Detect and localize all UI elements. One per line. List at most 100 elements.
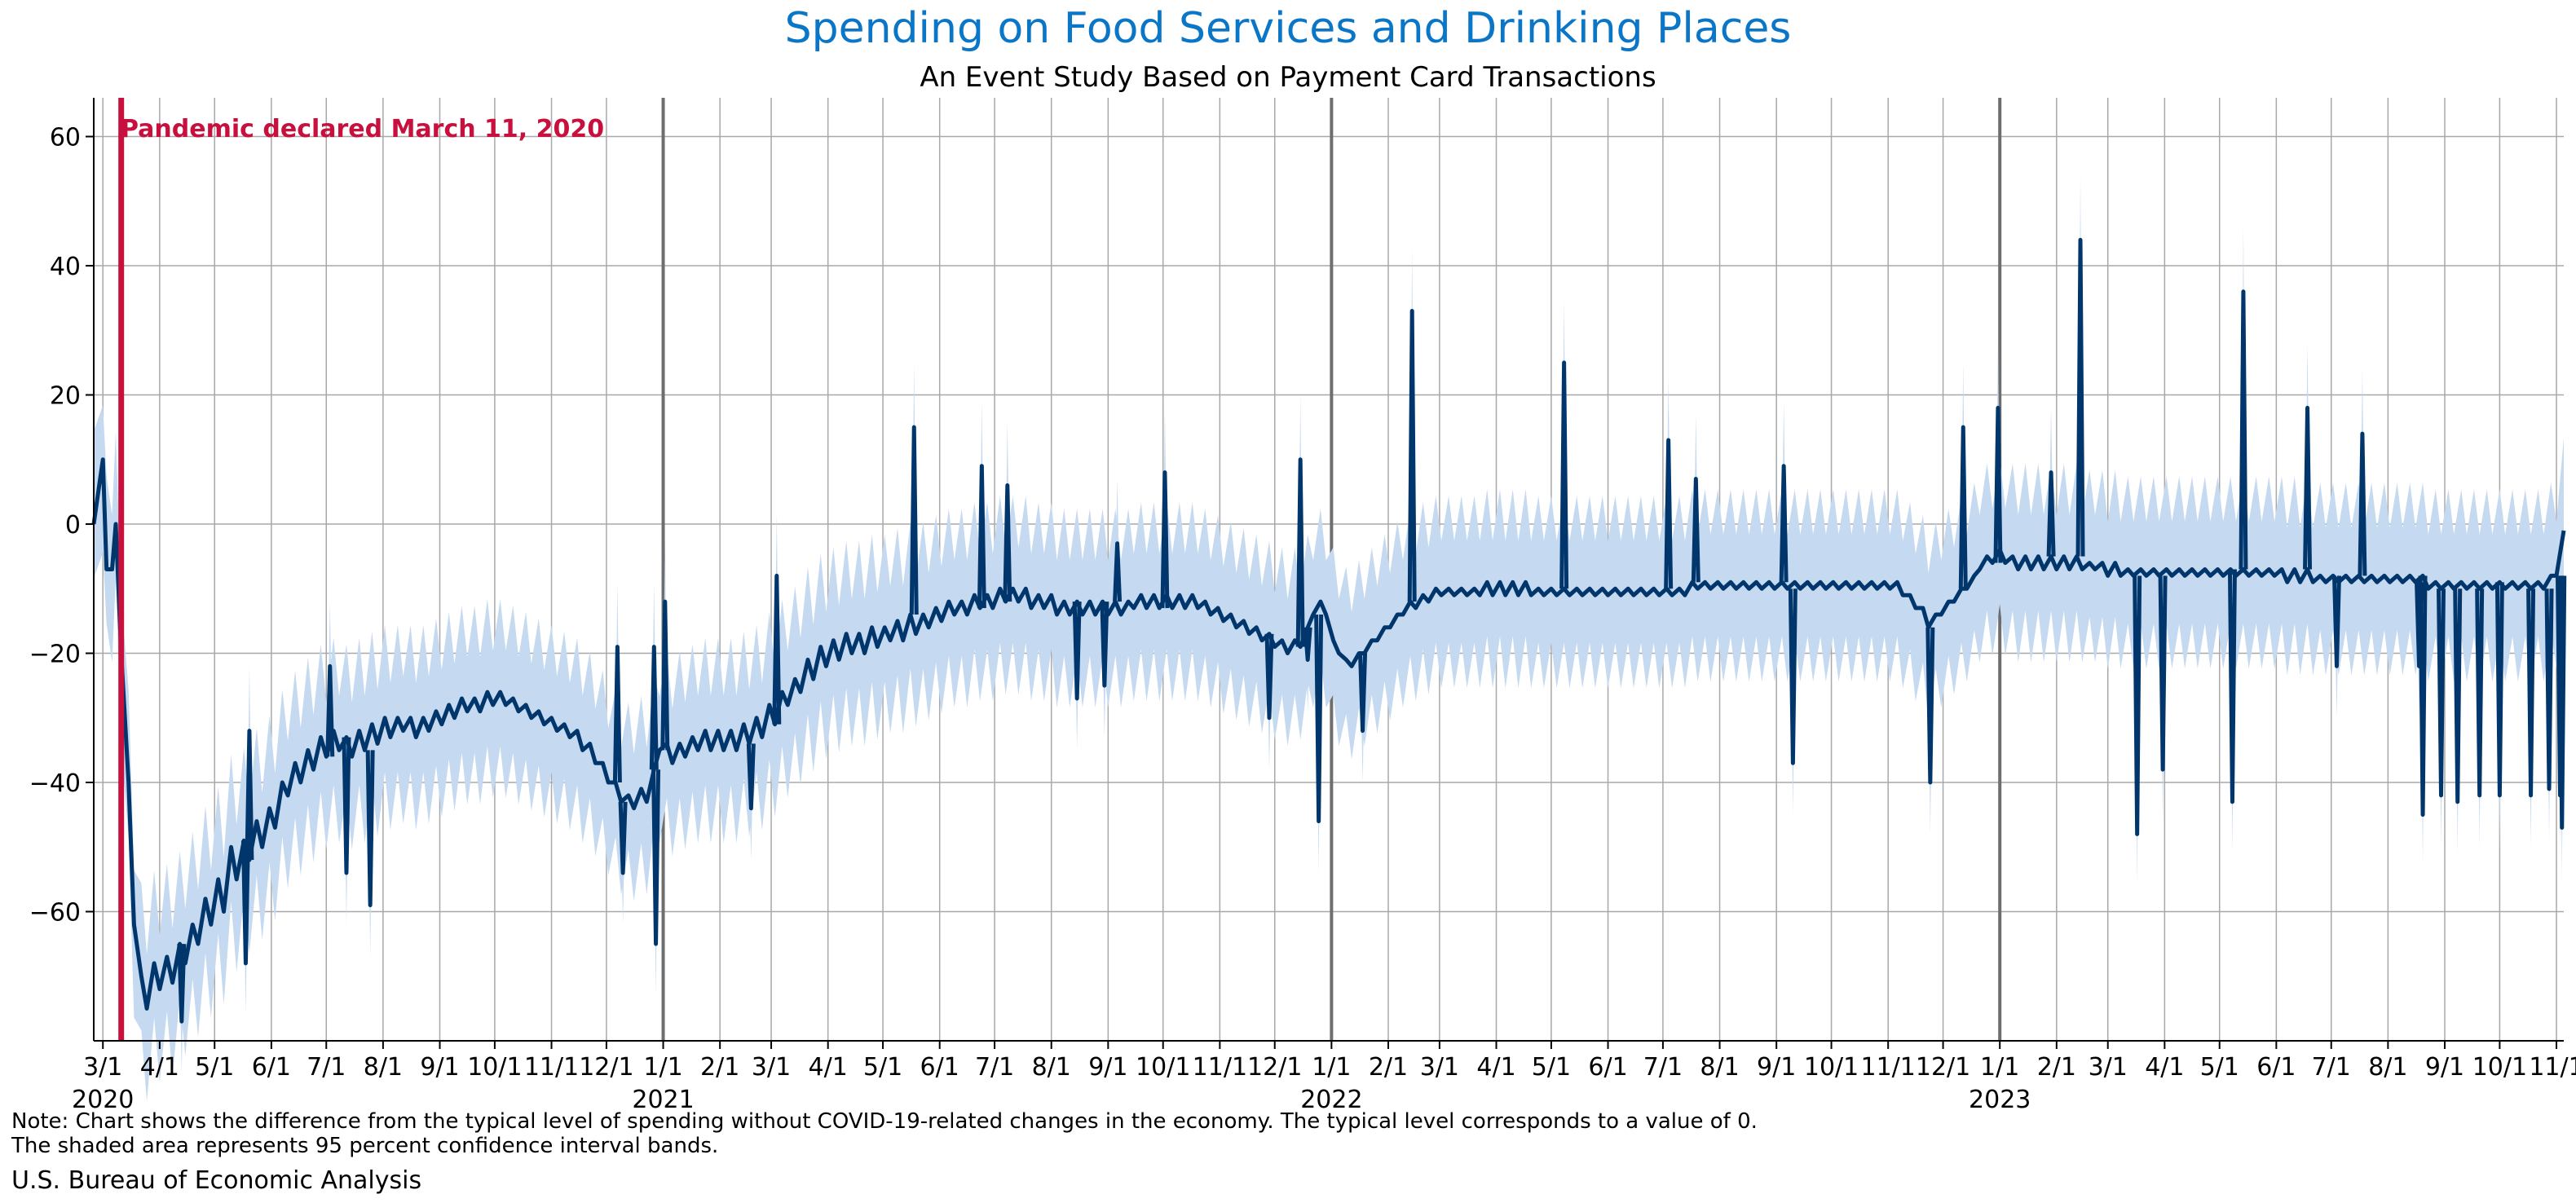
spike-mark	[2239, 289, 2248, 570]
x-tick-label: 10/1	[1136, 1053, 1190, 1082]
x-tick-label: 7/1	[2312, 1053, 2351, 1082]
x-tick-label: 1/1	[1980, 1053, 2019, 1082]
spike-mark	[2544, 588, 2554, 791]
x-tick-label: 4/1	[1476, 1053, 1515, 1082]
x-tick-label: 5/1	[1532, 1053, 1571, 1082]
spike-mark	[2158, 575, 2168, 772]
spike-mark	[1264, 633, 1274, 720]
x-tick-label: 11/1	[2529, 1053, 2576, 1082]
x-tick-label: 12/1	[1916, 1053, 1970, 1082]
x-tick-label: 5/1	[195, 1053, 234, 1082]
spike-mark	[772, 573, 782, 725]
spike-mark	[1160, 470, 1170, 609]
series-line	[91, 457, 2566, 1011]
spike-mark	[2418, 575, 2428, 817]
spike-mark	[1691, 477, 1700, 583]
spike-mark	[1100, 602, 1109, 688]
y-tick-label: 20	[50, 382, 81, 411]
spike-mark	[1993, 405, 2003, 563]
x-tick-label: 4/1	[2145, 1053, 2184, 1082]
spike-mark	[2358, 431, 2367, 576]
x-tick-label: 2/1	[2037, 1053, 2076, 1082]
spike-mark	[2303, 405, 2313, 570]
x-tick-label: 12/1	[579, 1053, 633, 1082]
spike-mark	[2227, 569, 2237, 804]
x-tick-label: 6/1	[920, 1053, 959, 1082]
x-tick-label: 3/1	[1420, 1053, 1459, 1082]
x-tick-label: 1/1	[643, 1053, 682, 1082]
y-tick-label: −40	[29, 769, 81, 798]
spike-mark	[2526, 588, 2536, 798]
x-tick-label: 3/1	[752, 1053, 791, 1082]
y-tick-label: 0	[65, 511, 81, 540]
spike-mark	[1072, 602, 1082, 701]
x-tick-label: 1/1	[1312, 1053, 1351, 1082]
x-tick-label: 10/1	[467, 1053, 522, 1082]
y-tick-label: −60	[29, 899, 81, 928]
spike-mark	[1664, 438, 1674, 589]
note-line-1: Note: Chart shows the difference from th…	[11, 1109, 1758, 1134]
x-tick-label: 7/1	[1643, 1053, 1683, 1082]
x-tick-label: 5/1	[2200, 1053, 2239, 1082]
y-tick-label: 60	[50, 124, 81, 152]
x-tick-label: 8/1	[1700, 1053, 1739, 1082]
spike-mark	[909, 425, 919, 615]
spike-mark	[2475, 588, 2485, 798]
x-tick-label: 3/1	[83, 1053, 122, 1082]
x-tick-label: 8/1	[1032, 1053, 1071, 1082]
spike-mark	[1358, 653, 1368, 734]
spike-mark	[660, 599, 670, 751]
spike-mark	[649, 645, 659, 770]
spike-mark	[1925, 627, 1935, 785]
source-label: U.S. Bureau of Economic Analysis	[11, 1166, 421, 1195]
x-tick-label: 9/1	[1088, 1053, 1127, 1082]
spike-mark	[612, 645, 622, 783]
spike-mark	[2331, 575, 2341, 668]
chart-subtitle: An Event Study Based on Payment Card Tra…	[920, 61, 1656, 94]
axes: −60 −40 −20 0 20 40 60 3/1 4/1 5/1 6/1 7/1 8/1 9/1 10/…	[29, 98, 2576, 1114]
spike-mark	[1295, 457, 1305, 647]
x-tick-label: 7/1	[307, 1053, 346, 1082]
spike-mark	[2557, 575, 2567, 830]
spike-mark	[1113, 541, 1123, 602]
x-tick-label: 10/1	[1804, 1053, 1859, 1082]
spike-mark	[2437, 588, 2446, 798]
y-tick-label: 40	[50, 253, 81, 281]
spike-mark	[651, 769, 661, 946]
x-tick-label: 8/1	[364, 1053, 403, 1082]
spike-mark	[1303, 627, 1312, 662]
spike-mark	[746, 743, 756, 811]
year-label: 2020	[72, 1086, 134, 1114]
spike-mark	[1003, 483, 1012, 602]
x-tick-label: 9/1	[1757, 1053, 1796, 1082]
spike-mark	[2075, 237, 2085, 557]
note-line-2: The shaded area represents 95 percent co…	[11, 1134, 718, 1158]
spending-series	[91, 237, 2567, 1024]
x-tick-label: 2/1	[700, 1053, 739, 1082]
confidence-band	[94, 175, 2565, 1102]
x-tick-label: 4/1	[140, 1053, 179, 1082]
spike-mark	[1788, 588, 1797, 765]
x-tick-label: 11/1	[1193, 1053, 1247, 1082]
spike-mark	[1407, 309, 1417, 602]
spike-mark	[618, 801, 628, 875]
confidence-band-area	[94, 405, 2564, 1102]
x-tick-label: 8/1	[2368, 1053, 2407, 1082]
spike-mark	[977, 464, 986, 609]
year-label: 2021	[632, 1086, 694, 1114]
spike-mark	[2453, 588, 2463, 804]
x-tick-label: 3/1	[2089, 1053, 2128, 1082]
y-tick-label: −20	[29, 641, 81, 669]
spike-mark	[1779, 464, 1789, 583]
x-tick-label: 11/1	[1860, 1053, 1915, 1082]
spike-mark	[325, 663, 335, 757]
year-label: 2022	[1300, 1086, 1362, 1114]
spike-mark	[1314, 614, 1324, 824]
spike-mark	[1559, 360, 1569, 589]
x-tick-label: 12/1	[1247, 1053, 1302, 1082]
pandemic-annotation: Pandemic declared March 11, 2020	[121, 115, 604, 143]
spike-mark	[342, 737, 351, 875]
x-tick-label: 9/1	[2425, 1053, 2464, 1082]
x-tick-label: 4/1	[809, 1053, 848, 1082]
